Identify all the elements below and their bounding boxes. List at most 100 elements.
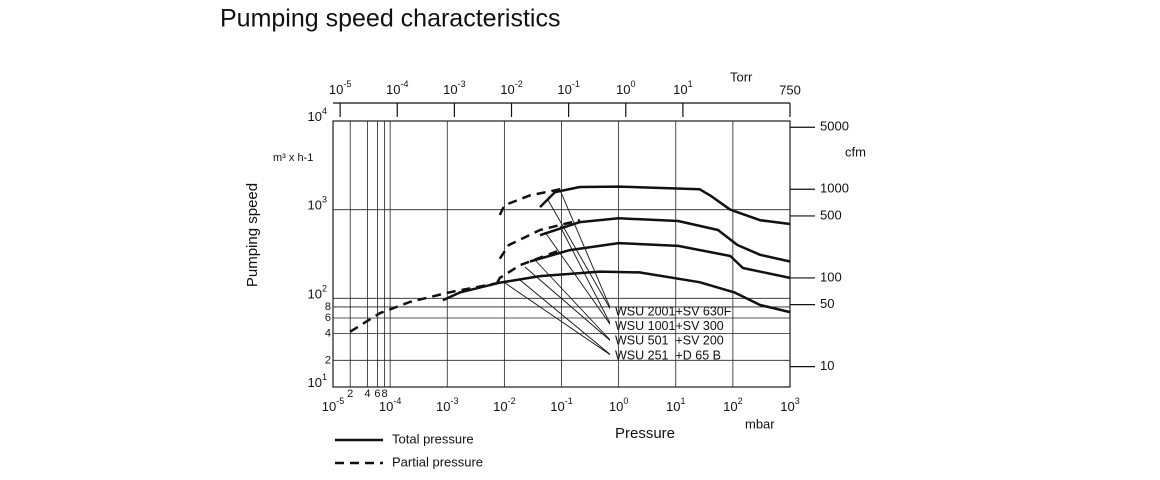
curve-total <box>539 185 791 226</box>
x-tick-label-base: 10 <box>609 399 623 414</box>
x-tick-label-base: 10 <box>666 399 680 414</box>
x2-tick-label: 750 <box>779 82 801 97</box>
y2-tick-label: 50 <box>820 296 834 311</box>
x-tick-label-base: 10 <box>550 399 564 414</box>
x2-tick-label: 10-1 <box>557 79 579 97</box>
x2-tick-label-exp: -2 <box>515 79 523 89</box>
y-tick-label-exp: 2 <box>322 284 327 294</box>
x-tick-label-exp: -2 <box>508 396 516 406</box>
y-tick-label-base: 6 <box>325 312 331 324</box>
model-label: WSU 1001+SV 300 <box>615 319 724 333</box>
x2-unit: Torr <box>730 69 753 84</box>
y-tick-label-exp: 3 <box>322 195 327 205</box>
x-tick-label-base: 6 <box>374 388 380 400</box>
y-tick-label-base: 10 <box>308 287 322 302</box>
y2-tick-label: 100 <box>820 269 842 284</box>
y2-tick-label: 500 <box>820 207 842 222</box>
x2-tick-label-exp: -1 <box>572 79 580 89</box>
y2-unit: cfm <box>845 144 866 159</box>
y-tick-label-base: 8 <box>325 301 331 313</box>
x2-tick-label-base: 10 <box>500 82 514 97</box>
x2-tick-label-exp: 1 <box>688 79 693 89</box>
x-tick-label-exp: -5 <box>336 396 344 406</box>
y-tick-label: 102 <box>308 284 327 302</box>
x2-tick-label-base: 10 <box>329 82 343 97</box>
x-tick-label: 10-5 <box>322 396 344 414</box>
x-tick-label: 10-1 <box>550 396 572 414</box>
x-tick-label-base: 8 <box>382 388 388 400</box>
x2-tick-label-base: 10 <box>386 82 400 97</box>
x-tick-label-base: 10 <box>322 399 336 414</box>
x-tick-label: 103 <box>780 396 799 414</box>
x-tick-label-base: 4 <box>364 388 370 400</box>
y-unit: m³ x h-1 <box>273 152 313 164</box>
x-tick-label-base: 2 <box>347 388 353 400</box>
model-label: WSU 2001+SV 630F <box>615 304 732 318</box>
y-tick-label-exp: 1 <box>322 372 327 382</box>
x-tick-label: 101 <box>666 396 685 414</box>
x2-tick-label-base: 10 <box>616 82 630 97</box>
x2-tick-label: 10-5 <box>329 79 351 97</box>
y-tick-label-base: 4 <box>325 328 331 340</box>
x-tick-label-exp: 2 <box>738 396 743 406</box>
x-tick-label: 10-3 <box>436 396 458 414</box>
curve-partial <box>498 187 566 216</box>
x-tick-label-exp: 3 <box>795 396 800 406</box>
x2-tick-label-base: 10 <box>557 82 571 97</box>
x-tick-label: 10-4 <box>379 396 401 414</box>
x2-tick-label-exp: -4 <box>400 79 408 89</box>
x2-tick-label: 101 <box>673 79 692 97</box>
x-tick-label-base: 10 <box>780 399 794 414</box>
x-tick-label: 6 <box>374 388 380 400</box>
x-tick-label: 4 <box>364 388 370 400</box>
x-tick-label-exp: -3 <box>450 396 458 406</box>
x-axis-label: Pressure <box>615 425 675 442</box>
x-tick-label-base: 10 <box>436 399 450 414</box>
leader-lines <box>504 189 613 357</box>
y-tick-label: 103 <box>308 195 327 213</box>
model-label: WSU 501 +SV 200 <box>615 334 724 348</box>
x-tick-label: 2 <box>347 388 353 400</box>
x-tick-label-exp: 1 <box>680 396 685 406</box>
y-tick-label: 101 <box>308 372 327 390</box>
y-tick-label: 2 <box>325 354 331 366</box>
y-tick-label-base: 10 <box>308 375 322 390</box>
x2-tick-label-base: 10 <box>443 82 457 97</box>
x2-tick-label: 10-3 <box>443 79 465 97</box>
x-tick-label: 102 <box>723 396 742 414</box>
y-tick-label: 8 <box>325 301 331 313</box>
model-label: WSU 251 +D 65 B <box>615 348 721 362</box>
x-tick-label: 10-2 <box>493 396 515 414</box>
x2-tick-label: 100 <box>616 79 635 97</box>
x-tick-label: 100 <box>609 396 628 414</box>
x-tick-label-exp: -1 <box>565 396 573 406</box>
y-tick-label-base: 2 <box>325 354 331 366</box>
x2-tick-label: 10-2 <box>500 79 522 97</box>
curve-partial <box>349 281 501 333</box>
x-tick-label-exp: -4 <box>393 396 401 406</box>
x-tick-label: 8 <box>382 388 388 400</box>
y2-tick-label: 1000 <box>820 181 849 196</box>
y2-tick-label: 5000 <box>820 119 849 134</box>
curve-total <box>529 241 791 280</box>
y-tick-label: 104 <box>308 106 327 124</box>
legend-label: Total pressure <box>392 431 474 446</box>
x-unit: mbar <box>745 416 775 431</box>
x2-tick-label-base: 10 <box>673 82 687 97</box>
curve-partial <box>498 218 581 260</box>
legend-label: Partial pressure <box>392 454 483 469</box>
curve-partial <box>496 248 561 284</box>
y2-tick-label: 10 <box>820 358 834 373</box>
x2-tick-label-exp: -5 <box>343 79 351 89</box>
y-tick-label-exp: 4 <box>322 106 327 116</box>
x-tick-label-base: 10 <box>379 399 393 414</box>
x-tick-label-exp: 0 <box>623 396 628 406</box>
y-tick-label: 6 <box>325 312 331 324</box>
x2-tick-label-exp: 0 <box>630 79 635 89</box>
x-tick-label-base: 10 <box>723 399 737 414</box>
x2-tick-label: 10-4 <box>386 79 408 97</box>
y-tick-label: 4 <box>325 328 331 340</box>
y-tick-label-base: 10 <box>308 198 322 213</box>
chart-title: Pumping speed characteristics <box>220 5 560 33</box>
